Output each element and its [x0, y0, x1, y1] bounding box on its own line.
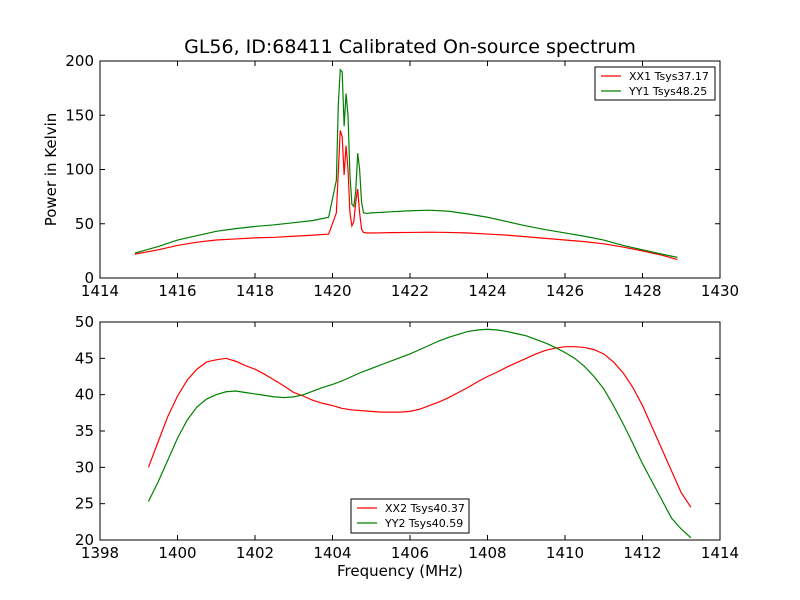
y-tick-label-0-1: 50 — [75, 215, 94, 233]
x-tick-label-0-2: 1418 — [236, 282, 274, 300]
y-tick-label-0-3: 150 — [65, 106, 94, 124]
legend-box-0 — [594, 66, 716, 101]
y-tick-label-1-2: 30 — [75, 458, 94, 476]
y-tick-label-0-4: 200 — [65, 52, 94, 70]
y-tick-label-1-5: 45 — [75, 349, 94, 367]
x-tick-label-0-5: 1424 — [468, 282, 506, 300]
series-line-0-1 — [134, 68, 678, 258]
legend-label-0-0: XX1 Tsys37.17 — [629, 70, 709, 83]
y-axis-label-0: Power in Kelvin — [42, 113, 60, 227]
legend-label-1-1: YY2 Tsys40.59 — [384, 517, 463, 530]
series-line-1-0 — [147, 346, 692, 508]
x-tick-label-1-8: 1414 — [701, 544, 739, 562]
x-tick-label-0-4: 1422 — [391, 282, 429, 300]
x-tick-label-1-0: 1398 — [81, 544, 119, 562]
y-tick-label-1-1: 25 — [75, 495, 94, 513]
legend-label-1-0: XX2 Tsys40.37 — [385, 502, 465, 515]
y-tick-label-1-4: 40 — [75, 386, 94, 404]
x-tick-label-1-6: 1410 — [546, 544, 584, 562]
x-tick-label-0-0: 1414 — [81, 282, 119, 300]
x-tick-label-0-3: 1420 — [313, 282, 351, 300]
legend-label-0-1: YY1 Tsys48.25 — [628, 85, 707, 98]
x-tick-label-0-8: 1430 — [701, 282, 739, 300]
series-line-1-1 — [147, 328, 692, 539]
legend-box-1 — [350, 498, 470, 534]
top-plot: 1414 1416 1418 1420 1422 1424 1426 1428 1430 0 50 1… — [42, 52, 739, 300]
x-tick-label-0-6: 1426 — [546, 282, 584, 300]
x-tick-label-1-4: 1406 — [391, 544, 429, 562]
y-tick-label-1-0: 20 — [75, 531, 94, 549]
y-tick-label-1-3: 35 — [75, 422, 94, 440]
x-tick-label-0-1: 1416 — [158, 282, 196, 300]
y-tick-label-0-0: 0 — [84, 269, 94, 287]
figure-title: GL56, ID:68411 Calibrated On-source spec… — [184, 36, 636, 58]
bottom-plot: 1398 1400 1402 1404 1406 1408 1410 1412 1414 20 25… — [75, 313, 739, 580]
x-tick-label-1-1: 1400 — [158, 544, 196, 562]
x-axis-label-1: Frequency (MHz) — [337, 562, 463, 580]
series-line-0-0 — [134, 130, 678, 261]
x-tick-label-1-2: 1402 — [236, 544, 274, 562]
x-tick-label-1-5: 1408 — [468, 544, 506, 562]
y-tick-label-1-6: 50 — [75, 313, 94, 331]
y-tick-label-0-2: 100 — [65, 161, 94, 179]
x-tick-label-0-7: 1428 — [623, 282, 661, 300]
x-tick-label-1-3: 1404 — [313, 544, 351, 562]
x-tick-label-1-7: 1412 — [623, 544, 661, 562]
